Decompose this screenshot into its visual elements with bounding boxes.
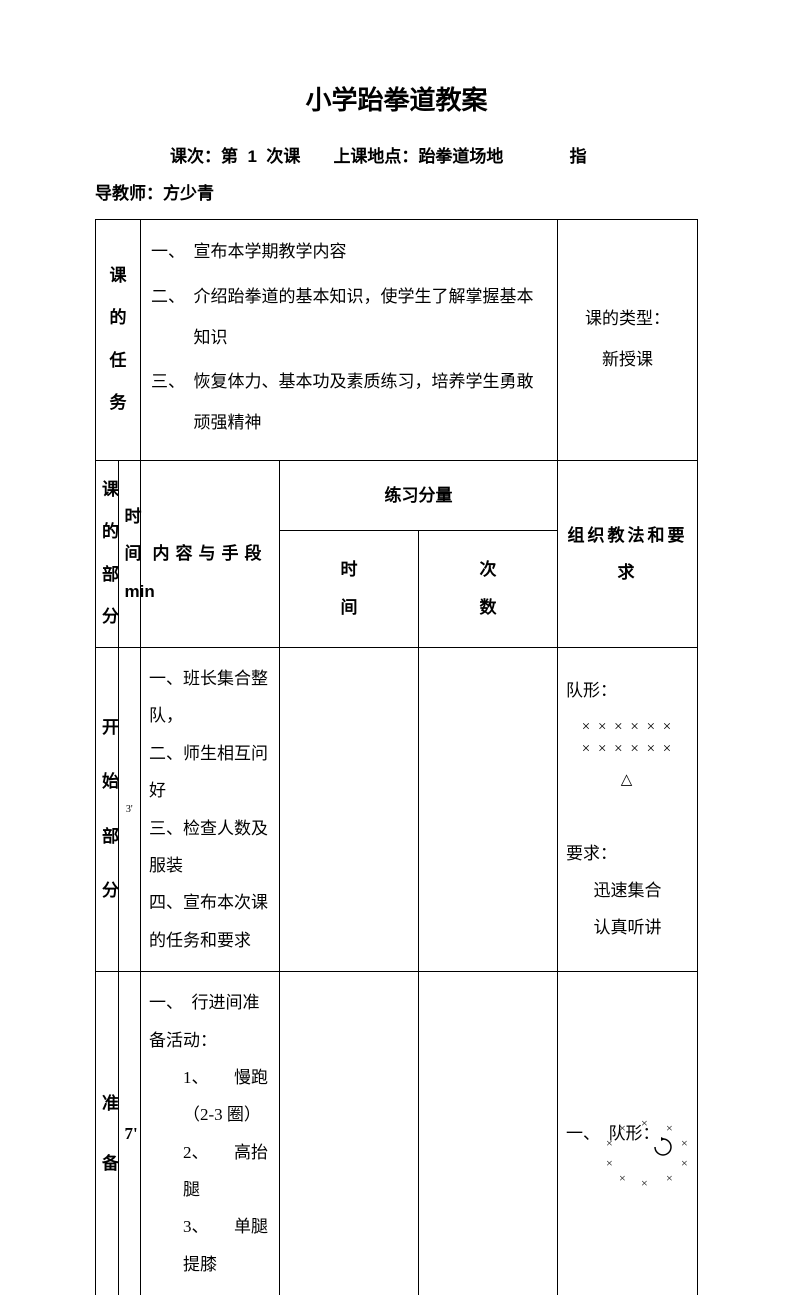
start-section-row: 开始部分 3' 一、班长集合整队， 二、师生相互问好 三、检查人数及服装 四、宣… [96,647,698,971]
type-label: 课的类型： [585,309,670,328]
start-content-cell: 一、班长集合整队， 二、师生相互问好 三、检查人数及服装 四、宣布本次课的任务和… [141,647,280,971]
circle-arrow-icon [651,1135,675,1172]
start-method-cell: 队形： × × × × × × × × × × × × △ 要求： 迅速集合 认… [558,647,698,971]
teacher-label-part1: 指 [570,147,587,166]
start-time: 3' [126,804,133,815]
circle-x-1: × [641,1110,648,1136]
content-label: 内容与手段 [153,544,268,563]
rotation-arrow-svg [651,1135,675,1159]
start-ptime-cell [280,647,419,971]
circle-x-10: × [619,1115,626,1141]
method-label-cell: 组织教法和要求 [558,460,698,647]
formation-diagram: × × × × × × × × × × × × △ [566,716,689,792]
task-label: 课的任务 [110,266,127,413]
circle-x-4: × [681,1150,688,1176]
prep-content-1: 一、 行进间准备活动： [149,984,271,1059]
prep-time-cell: 7' [118,972,141,1295]
start-content-4: 四、宣布本次课的任务和要求 [149,884,271,959]
prep-content-cell: 一、 行进间准备活动： 1、 慢跑（2-3 圈） 2、 高抬腿 3、 单腿提膝 [141,972,280,1295]
prep-method-cell: 一、 队形： × × × × × × × × × × [558,972,698,1295]
lesson-num: 1 [247,147,256,166]
task-item-2: 二、 介绍跆拳道的基本知识，使学生了解掌握基本知识 [151,277,547,359]
header-line-2: 导教师：方少青 [95,179,698,204]
time-label-cell: 时间min [118,460,141,647]
circle-x-9: × [606,1130,613,1156]
type-value: 新授课 [602,350,653,369]
location-label: 上课地点： [333,147,418,166]
start-content-1: 一、班长集合整队， [149,660,271,735]
start-pcount-cell [419,647,558,971]
formation-row-1: × × × × × × [566,716,689,739]
circle-x-6: × [641,1170,648,1196]
lesson-num-label: 课次：第 [170,147,238,166]
formation-label: 队形： [566,672,689,709]
section-label-cell: 课的部分 [96,460,119,647]
practice-label-cell: 练习分量 [280,460,558,530]
circle-x-7: × [619,1165,626,1191]
start-time-cell: 3' [118,647,141,971]
prep-content-4: 3、 单腿提膝 [149,1208,271,1283]
req-label: 要求： [566,835,689,872]
prep-section-row: 准备 7' 一、 行进间准备活动： 1、 慢跑（2-3 圈） 2、 高抬腿 3、… [96,972,698,1295]
prep-ptime-cell [280,972,419,1295]
prep-label-cell: 准备 [96,972,119,1295]
pcount-label: 次数 [480,560,497,616]
prep-time: 7' [125,1124,138,1143]
prep-pcount-cell [419,972,558,1295]
lesson-plan-table: 课的任务 一、 宣布本学期教学内容 二、 介绍跆拳道的基本知识，使学生了解掌握基… [95,219,698,1295]
start-content-3: 三、检查人数及服装 [149,810,271,885]
task-row: 课的任务 一、 宣布本学期教学内容 二、 介绍跆拳道的基本知识，使学生了解掌握基… [96,220,698,461]
prep-content-3: 2、 高抬腿 [149,1134,271,1209]
start-label: 开始部分 [102,718,119,900]
pcount-label-cell: 次数 [419,530,558,647]
start-content-2: 二、师生相互问好 [149,735,271,810]
teacher-name: 方少青 [163,184,214,203]
task-content-cell: 一、 宣布本学期教学内容 二、 介绍跆拳道的基本知识，使学生了解掌握基本知识 三… [141,220,558,461]
task-label-cell: 课的任务 [96,220,141,461]
document-title: 小学跆拳道教案 [95,80,698,117]
method-label: 组织教法和要求 [568,526,688,582]
start-label-cell: 开始部分 [96,647,119,971]
prep-label: 准备 [102,1094,119,1173]
location: 跆拳道场地 [418,147,503,166]
ptime-label-cell: 时间 [280,530,419,647]
prep-content-2: 1、 慢跑（2-3 圈） [149,1059,271,1134]
lesson-num-suffix: 次课 [266,147,300,166]
content-label-cell: 内容与手段 [141,460,280,647]
circle-formation: × × × × × × × × × × [611,1110,711,1180]
header-row-1: 课的部分 时间min 内容与手段 练习分量 组织教法和要求 [96,460,698,530]
formation-row-2: × × × × × × [566,738,689,761]
ptime-label: 时间 [341,560,358,616]
header-line-1: 课次：第 1 次课 上课地点：跆拳道场地 指 [95,142,698,167]
task-item-3: 三、 恢复体力、基本功及素质练习，培养学生勇敢顽强精神 [151,362,547,444]
practice-label: 练习分量 [385,486,453,505]
formation-teacher: △ [566,769,689,792]
req-1: 迅速集合 [566,872,689,909]
task-item-1: 一、 宣布本学期教学内容 [151,232,547,273]
type-cell: 课的类型： 新授课 [558,220,698,461]
section-label: 课的部分 [102,480,119,627]
req-2: 认真听讲 [566,909,689,946]
teacher-label-part2: 导教师： [95,184,163,203]
